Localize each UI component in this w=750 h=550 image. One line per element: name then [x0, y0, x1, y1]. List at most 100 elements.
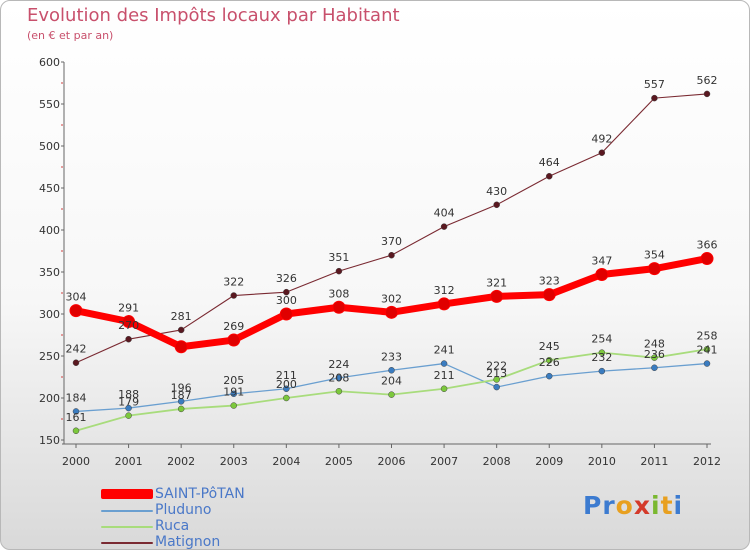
x-tick-label: 2009: [535, 455, 563, 468]
legend-swatch: [101, 526, 153, 528]
data-point: [332, 300, 346, 314]
legend-item-ruca: Ruca: [101, 518, 341, 535]
x-tick-label: 2003: [220, 455, 248, 468]
logo-letter: r: [602, 491, 616, 520]
legend-item-saint-potan: SAINT-PôTAN: [101, 486, 341, 503]
data-label: 233: [381, 350, 402, 363]
data-point: [437, 297, 451, 311]
data-label: 326: [276, 272, 297, 285]
data-label: 321: [486, 276, 507, 289]
data-point: [283, 288, 290, 296]
data-label: 188: [118, 388, 139, 401]
data-label: 430: [486, 185, 507, 198]
data-label: 254: [591, 333, 612, 346]
y-tick-label: 500: [39, 140, 60, 153]
data-point: [69, 304, 83, 318]
x-tick-label: 2011: [640, 455, 668, 468]
legend-swatch: [101, 510, 153, 512]
data-point: [490, 289, 504, 303]
data-point: [177, 326, 185, 334]
data-label: 269: [223, 320, 244, 333]
data-point: [72, 427, 80, 435]
logo-letter: P: [583, 491, 603, 520]
data-point: [227, 333, 241, 347]
data-label: 213: [486, 367, 507, 380]
data-label: 351: [328, 251, 349, 264]
data-label: 404: [434, 207, 455, 220]
data-point: [177, 398, 185, 405]
data-label: 208: [328, 371, 349, 384]
data-point: [546, 356, 553, 364]
data-point: [335, 267, 343, 275]
data-point: [230, 292, 237, 299]
data-point: [542, 288, 556, 302]
data-point: [388, 391, 395, 398]
data-point: [546, 372, 553, 380]
logo-letter: i: [651, 491, 661, 520]
data-label: 300: [276, 294, 297, 307]
data-label: 179: [118, 396, 139, 409]
data-label: 222: [486, 360, 507, 373]
data-point: [283, 394, 290, 402]
data-label: 242: [66, 343, 87, 356]
x-tick-label: 2006: [378, 455, 406, 468]
x-tick-label: 2000: [62, 455, 90, 468]
data-label: 557: [644, 78, 665, 91]
data-label: 248: [644, 338, 665, 351]
x-tick-label: 2007: [430, 455, 458, 468]
data-point: [388, 251, 395, 259]
x-tick-label: 2010: [588, 455, 616, 468]
data-label: 281: [171, 310, 192, 323]
x-tick-label: 2012: [693, 455, 721, 468]
data-label: 270: [118, 319, 139, 332]
data-point: [440, 385, 448, 393]
data-point: [647, 262, 661, 276]
data-point: [651, 94, 658, 102]
data-label: 322: [223, 276, 244, 289]
data-point: [388, 367, 395, 374]
data-label: 258: [697, 329, 718, 342]
y-tick-label: 450: [39, 182, 60, 195]
data-point: [651, 364, 658, 372]
data-label: 241: [697, 344, 718, 357]
logo-letter: t: [660, 491, 674, 520]
proxiti-logo: Proxiti: [583, 491, 683, 520]
legend-swatch: [101, 489, 153, 499]
data-point: [598, 149, 606, 156]
y-tick-label: 600: [39, 56, 60, 69]
x-tick-label: 2002: [167, 455, 195, 468]
y-tick-label: 400: [39, 224, 60, 237]
data-label: 187: [171, 389, 192, 402]
data-label: 241: [434, 344, 455, 357]
data-label: 308: [328, 287, 349, 300]
data-point: [493, 383, 500, 391]
data-label: 291: [118, 302, 139, 315]
data-label: 312: [434, 284, 455, 297]
data-label: 302: [381, 292, 402, 305]
data-point: [283, 385, 290, 393]
data-point: [598, 349, 606, 356]
data-point: [174, 340, 188, 354]
data-point: [493, 201, 500, 209]
data-label: 304: [66, 291, 87, 304]
data-point: [440, 360, 448, 367]
data-label: 226: [539, 356, 560, 369]
x-tick-label: 2001: [115, 455, 143, 468]
data-point: [598, 367, 606, 375]
data-label: 370: [381, 235, 402, 248]
legend-label: Matignon: [155, 534, 221, 550]
data-point: [703, 360, 711, 367]
legend-swatch: [101, 542, 153, 544]
data-point: [279, 307, 293, 321]
data-point: [125, 412, 132, 419]
data-label: 204: [381, 375, 402, 388]
y-tick-label: 350: [39, 266, 60, 279]
data-label: 224: [328, 358, 349, 371]
x-tick-label: 2008: [483, 455, 511, 468]
data-label: 492: [591, 133, 612, 146]
data-point: [335, 374, 343, 382]
legend-item-matignon: Matignon: [101, 534, 341, 550]
data-point: [703, 90, 711, 98]
